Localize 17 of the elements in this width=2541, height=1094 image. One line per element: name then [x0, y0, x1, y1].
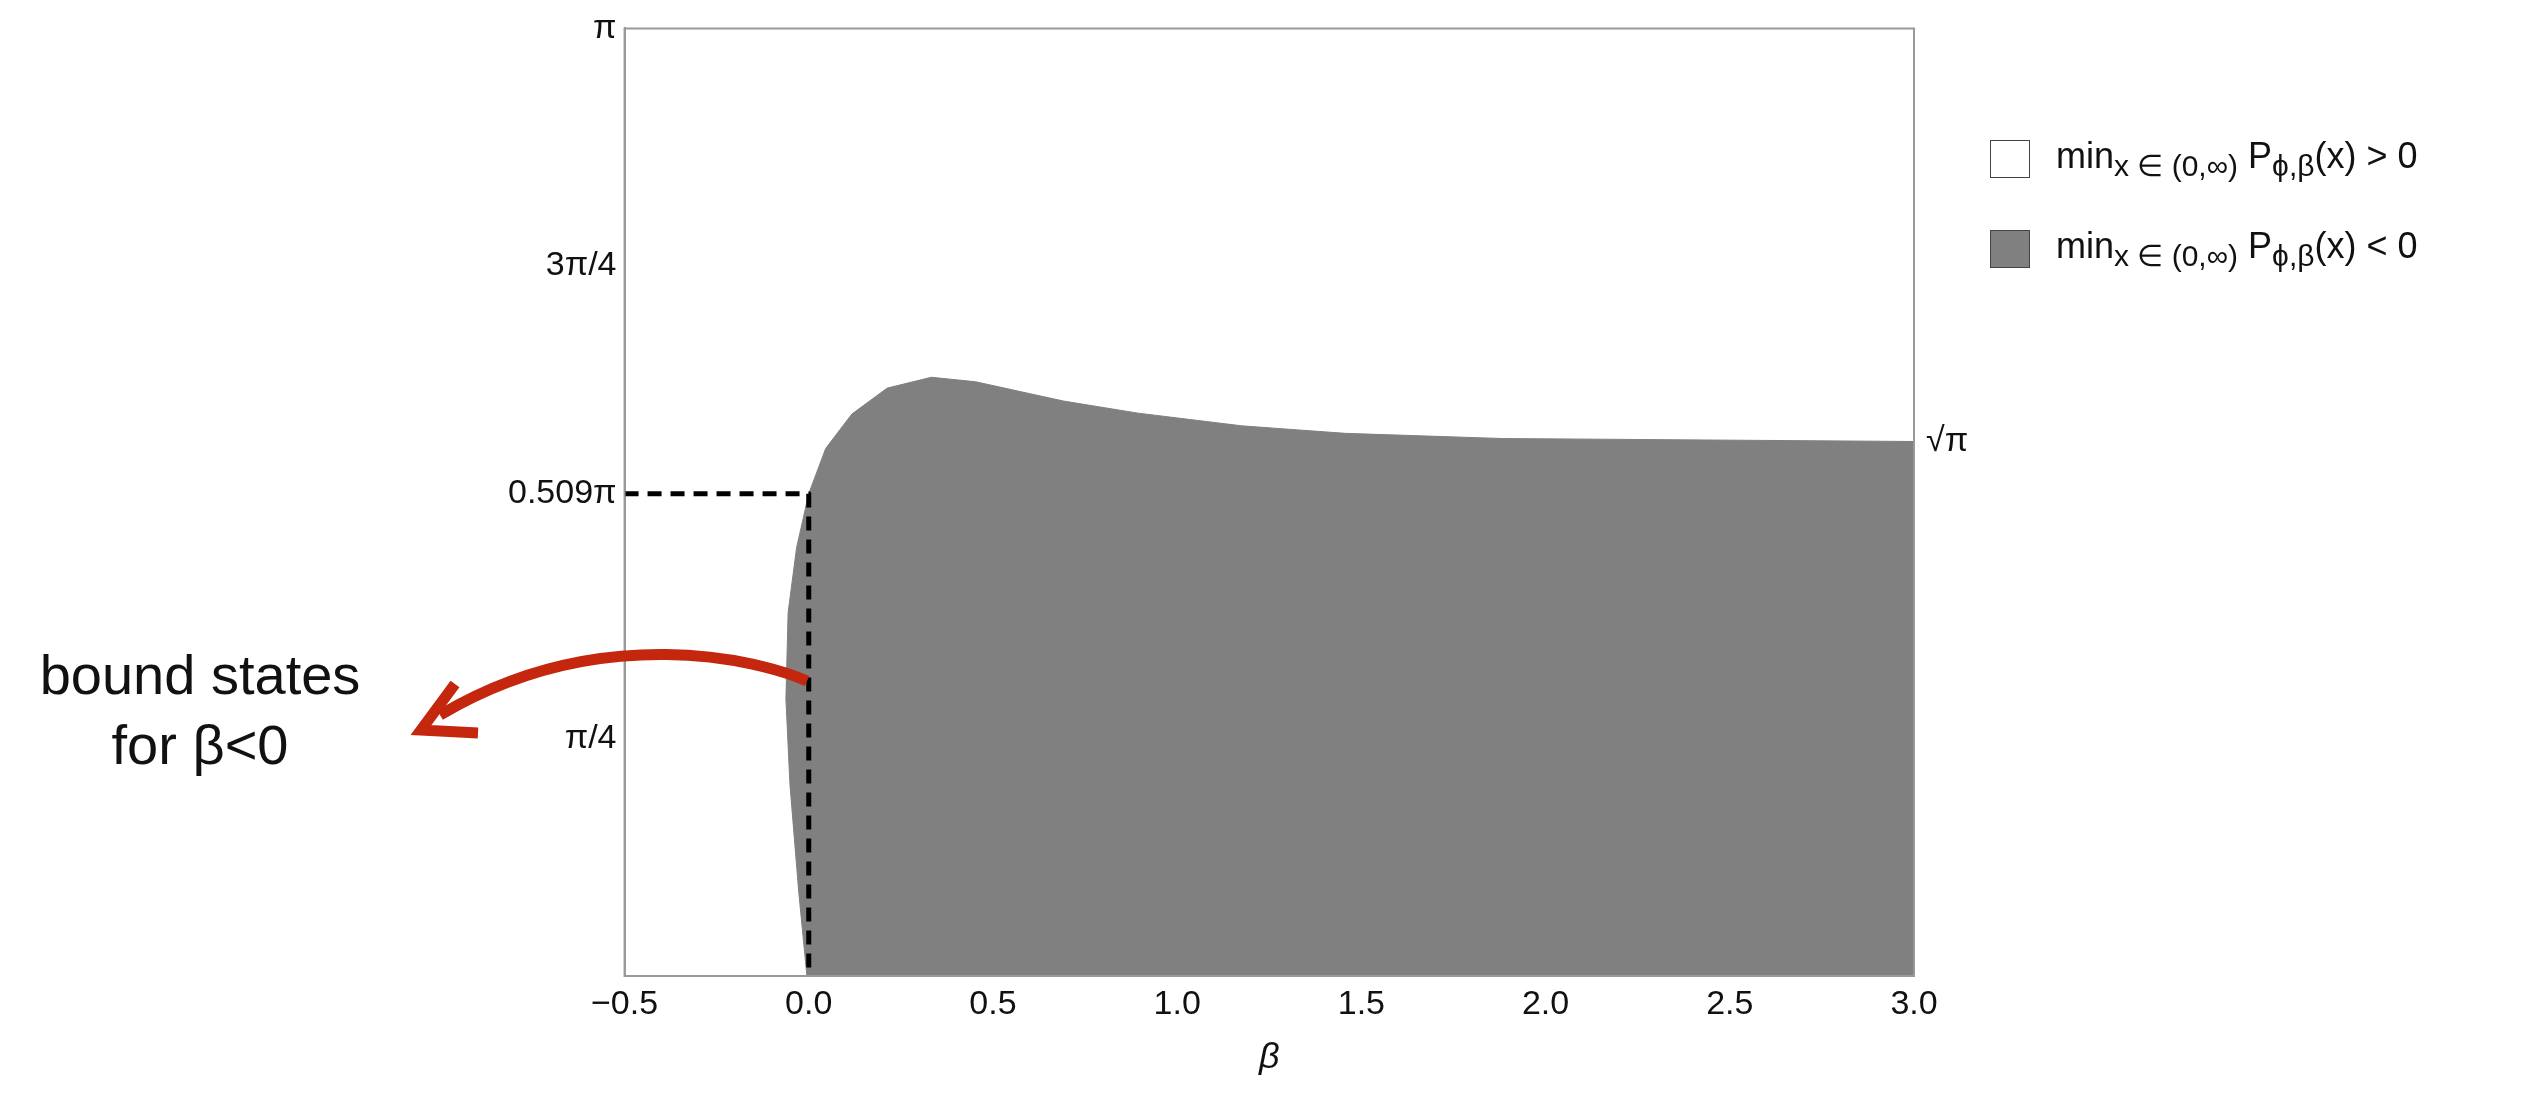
legend-label: min$_{x ∈ (0,∞)}$ P$_{ϕ,β}$(x) > 0 — [2056, 135, 2418, 184]
x-tick-label: 0.5 — [969, 982, 1017, 1021]
annotation: √π — [1926, 419, 1969, 458]
x-axis-title: β — [1257, 1035, 1280, 1077]
x-tick-label: −0.5 — [590, 982, 659, 1021]
x-tick-label: 2.5 — [1706, 982, 1754, 1021]
x-tick-label: 2.0 — [1521, 982, 1570, 1021]
y-tick-label: π — [593, 6, 617, 45]
x-tick-label: 0.0 — [785, 982, 833, 1021]
y-tick-label: 0.509π — [507, 472, 617, 511]
y-tick-label: π/4 — [564, 717, 617, 756]
text: bound states for β<0 — [38, 642, 362, 778]
x-tick-label: 1.0 — [1153, 982, 1201, 1021]
x-tick-label: 3.0 — [1890, 982, 1938, 1021]
x-tick-label: 1.5 — [1337, 982, 1386, 1021]
y-tick-label: 3π/4 — [545, 243, 617, 282]
text: min$_{x ∈ (0,∞)}$ P$_{ϕ,β}$(x) < 0 — [2056, 225, 2418, 274]
